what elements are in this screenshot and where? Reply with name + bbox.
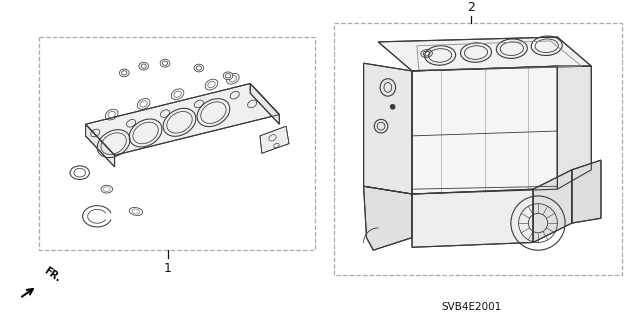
Polygon shape — [412, 66, 557, 194]
Text: 1: 1 — [164, 262, 172, 275]
Ellipse shape — [194, 64, 204, 72]
Ellipse shape — [223, 72, 233, 80]
Polygon shape — [378, 37, 591, 71]
Bar — [333, 24, 622, 275]
Polygon shape — [86, 124, 115, 167]
Ellipse shape — [120, 69, 129, 77]
Ellipse shape — [160, 59, 170, 67]
Ellipse shape — [139, 62, 148, 70]
Polygon shape — [86, 84, 279, 155]
Polygon shape — [260, 126, 289, 153]
Polygon shape — [364, 186, 412, 250]
Text: SVB4E2001: SVB4E2001 — [441, 302, 501, 312]
Polygon shape — [412, 189, 533, 247]
Bar — [39, 37, 315, 250]
Ellipse shape — [390, 104, 395, 109]
Polygon shape — [250, 84, 279, 124]
Text: FR.: FR. — [42, 265, 63, 284]
Polygon shape — [364, 63, 412, 194]
Polygon shape — [557, 66, 591, 189]
Polygon shape — [572, 160, 601, 223]
Text: 2: 2 — [467, 1, 475, 14]
Polygon shape — [533, 170, 572, 242]
